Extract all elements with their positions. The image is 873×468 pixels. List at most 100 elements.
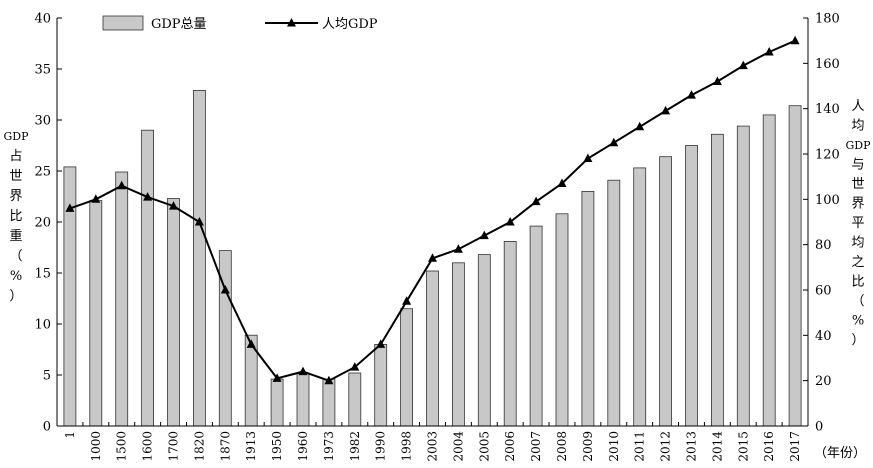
bar-2005 bbox=[477, 254, 491, 427]
right-tick-label: 80 bbox=[815, 238, 832, 253]
x-tick-label: 1500 bbox=[115, 431, 129, 462]
axis-titles: GDP 占世界比重（%） 人均 GDP 与世界平均之比（%） （年份） bbox=[3, 99, 871, 461]
bar-2013 bbox=[685, 145, 698, 427]
x-tick-label: 1913 bbox=[244, 431, 258, 462]
left-tick-label: 25 bbox=[34, 165, 51, 180]
left-tick-label: 0 bbox=[43, 420, 51, 435]
left-tick-label: 35 bbox=[34, 63, 51, 78]
left-tick-label: 10 bbox=[34, 318, 51, 333]
x-tick-label: 1870 bbox=[218, 431, 232, 462]
x-tick-label: 2012 bbox=[659, 431, 673, 462]
bar-1998 bbox=[400, 308, 414, 427]
x-tick-label: 2010 bbox=[607, 431, 621, 462]
x-tick-label: 1998 bbox=[400, 431, 414, 462]
point-1 bbox=[65, 203, 75, 212]
left-tick-label: 40 bbox=[34, 12, 51, 27]
x-tick-label: 1820 bbox=[192, 431, 206, 462]
x-tick-label: 1950 bbox=[270, 431, 284, 462]
point-1950 bbox=[272, 373, 282, 382]
legend: GDP总量 人均GDP bbox=[102, 15, 378, 32]
point-1870 bbox=[220, 285, 230, 294]
line-series-gdp-per-capita bbox=[65, 35, 800, 385]
left-tick-label: 30 bbox=[34, 114, 51, 129]
x-tick-label: 2005 bbox=[477, 431, 491, 462]
point-2003 bbox=[428, 253, 437, 262]
point-2017 bbox=[790, 35, 800, 45]
right-axis-title: 人均 GDP 与世界平均之比（%） bbox=[845, 99, 871, 348]
point-1990 bbox=[376, 339, 386, 348]
point-2016 bbox=[764, 47, 774, 56]
x-tick-label: 2004 bbox=[451, 431, 465, 462]
bar-2010 bbox=[607, 179, 621, 427]
x-tick-label: 2009 bbox=[581, 431, 595, 462]
x-tick-label: 1990 bbox=[374, 431, 388, 462]
point-1913 bbox=[246, 339, 256, 348]
bar-1500 bbox=[115, 171, 129, 427]
bar-1700 bbox=[167, 198, 180, 427]
x-tick-label: 1000 bbox=[89, 431, 103, 462]
bar-1990 bbox=[374, 343, 388, 427]
x-tick-label: 2015 bbox=[736, 431, 750, 462]
point-1960 bbox=[298, 366, 308, 376]
point-2006 bbox=[505, 217, 515, 226]
point-2014 bbox=[712, 76, 722, 85]
bar-1600 bbox=[141, 129, 155, 427]
bar-1973 bbox=[322, 378, 336, 427]
bar-2008 bbox=[555, 213, 569, 427]
left-tick-label: 5 bbox=[43, 369, 51, 384]
x-tick-label: 2006 bbox=[503, 431, 517, 462]
axes bbox=[56, 17, 809, 427]
point-2004 bbox=[453, 244, 463, 253]
point-2013 bbox=[687, 90, 696, 99]
bar-2007 bbox=[529, 225, 543, 427]
left-tick-label: 15 bbox=[34, 267, 51, 282]
right-tick-label: 160 bbox=[815, 57, 840, 72]
tick-labels: 0 5 10 15 20 25 30 35 40 0 20 40 60 80 100 120 140 160 180… bbox=[34, 12, 839, 462]
x-tick-label: 1 bbox=[63, 431, 77, 439]
legend-swatch-marker bbox=[287, 18, 296, 27]
bar-1820 bbox=[192, 90, 206, 427]
right-tick-label: 0 bbox=[815, 420, 823, 435]
point-2011 bbox=[635, 121, 645, 131]
point-1998 bbox=[402, 296, 412, 305]
point-1973 bbox=[324, 375, 334, 385]
right-tick-label: 120 bbox=[815, 148, 840, 163]
bar-1960 bbox=[296, 372, 310, 427]
legend-label-gdp-total: GDP总量 bbox=[151, 17, 207, 32]
point-1700 bbox=[169, 201, 178, 210]
x-tick-label: 2017 bbox=[788, 431, 802, 462]
bar-2009 bbox=[581, 190, 595, 427]
x-tick-label: 1700 bbox=[167, 431, 181, 462]
x-tick-label: 1982 bbox=[348, 431, 362, 462]
bar-2012 bbox=[659, 156, 672, 427]
bar-2003 bbox=[426, 270, 439, 427]
legend-label-gdp-per-capita: 人均GDP bbox=[322, 17, 378, 32]
x-axis-title: （年份） bbox=[814, 446, 866, 461]
x-tick-label: 2007 bbox=[529, 431, 543, 462]
point-1000 bbox=[91, 194, 101, 203]
point-1500 bbox=[117, 180, 127, 190]
left-tick-label: 20 bbox=[34, 216, 51, 231]
x-tick-label: 2014 bbox=[710, 431, 724, 462]
x-tick-label: 1973 bbox=[322, 431, 336, 462]
bar-2016 bbox=[762, 114, 776, 427]
x-tick-label: 2008 bbox=[555, 431, 569, 462]
point-2008 bbox=[557, 178, 567, 187]
right-tick-label: 180 bbox=[815, 12, 840, 27]
x-tick-label: 2016 bbox=[762, 431, 776, 462]
point-2012 bbox=[661, 105, 671, 115]
left-axis-title: GDP 占世界比重（%） bbox=[3, 130, 29, 304]
point-2015 bbox=[738, 60, 748, 70]
bar-1000 bbox=[89, 200, 103, 427]
x-tick-label: 2011 bbox=[633, 431, 647, 462]
right-tick-label: 100 bbox=[815, 193, 840, 208]
right-tick-label: 60 bbox=[815, 284, 832, 299]
right-tick-label: 20 bbox=[815, 374, 832, 389]
x-tick-label: 1960 bbox=[296, 431, 310, 462]
point-1820 bbox=[194, 217, 204, 226]
point-1600 bbox=[143, 192, 153, 201]
bar-2014 bbox=[711, 133, 724, 427]
x-tick-label: 2013 bbox=[685, 431, 699, 462]
bar-1982 bbox=[348, 372, 362, 427]
